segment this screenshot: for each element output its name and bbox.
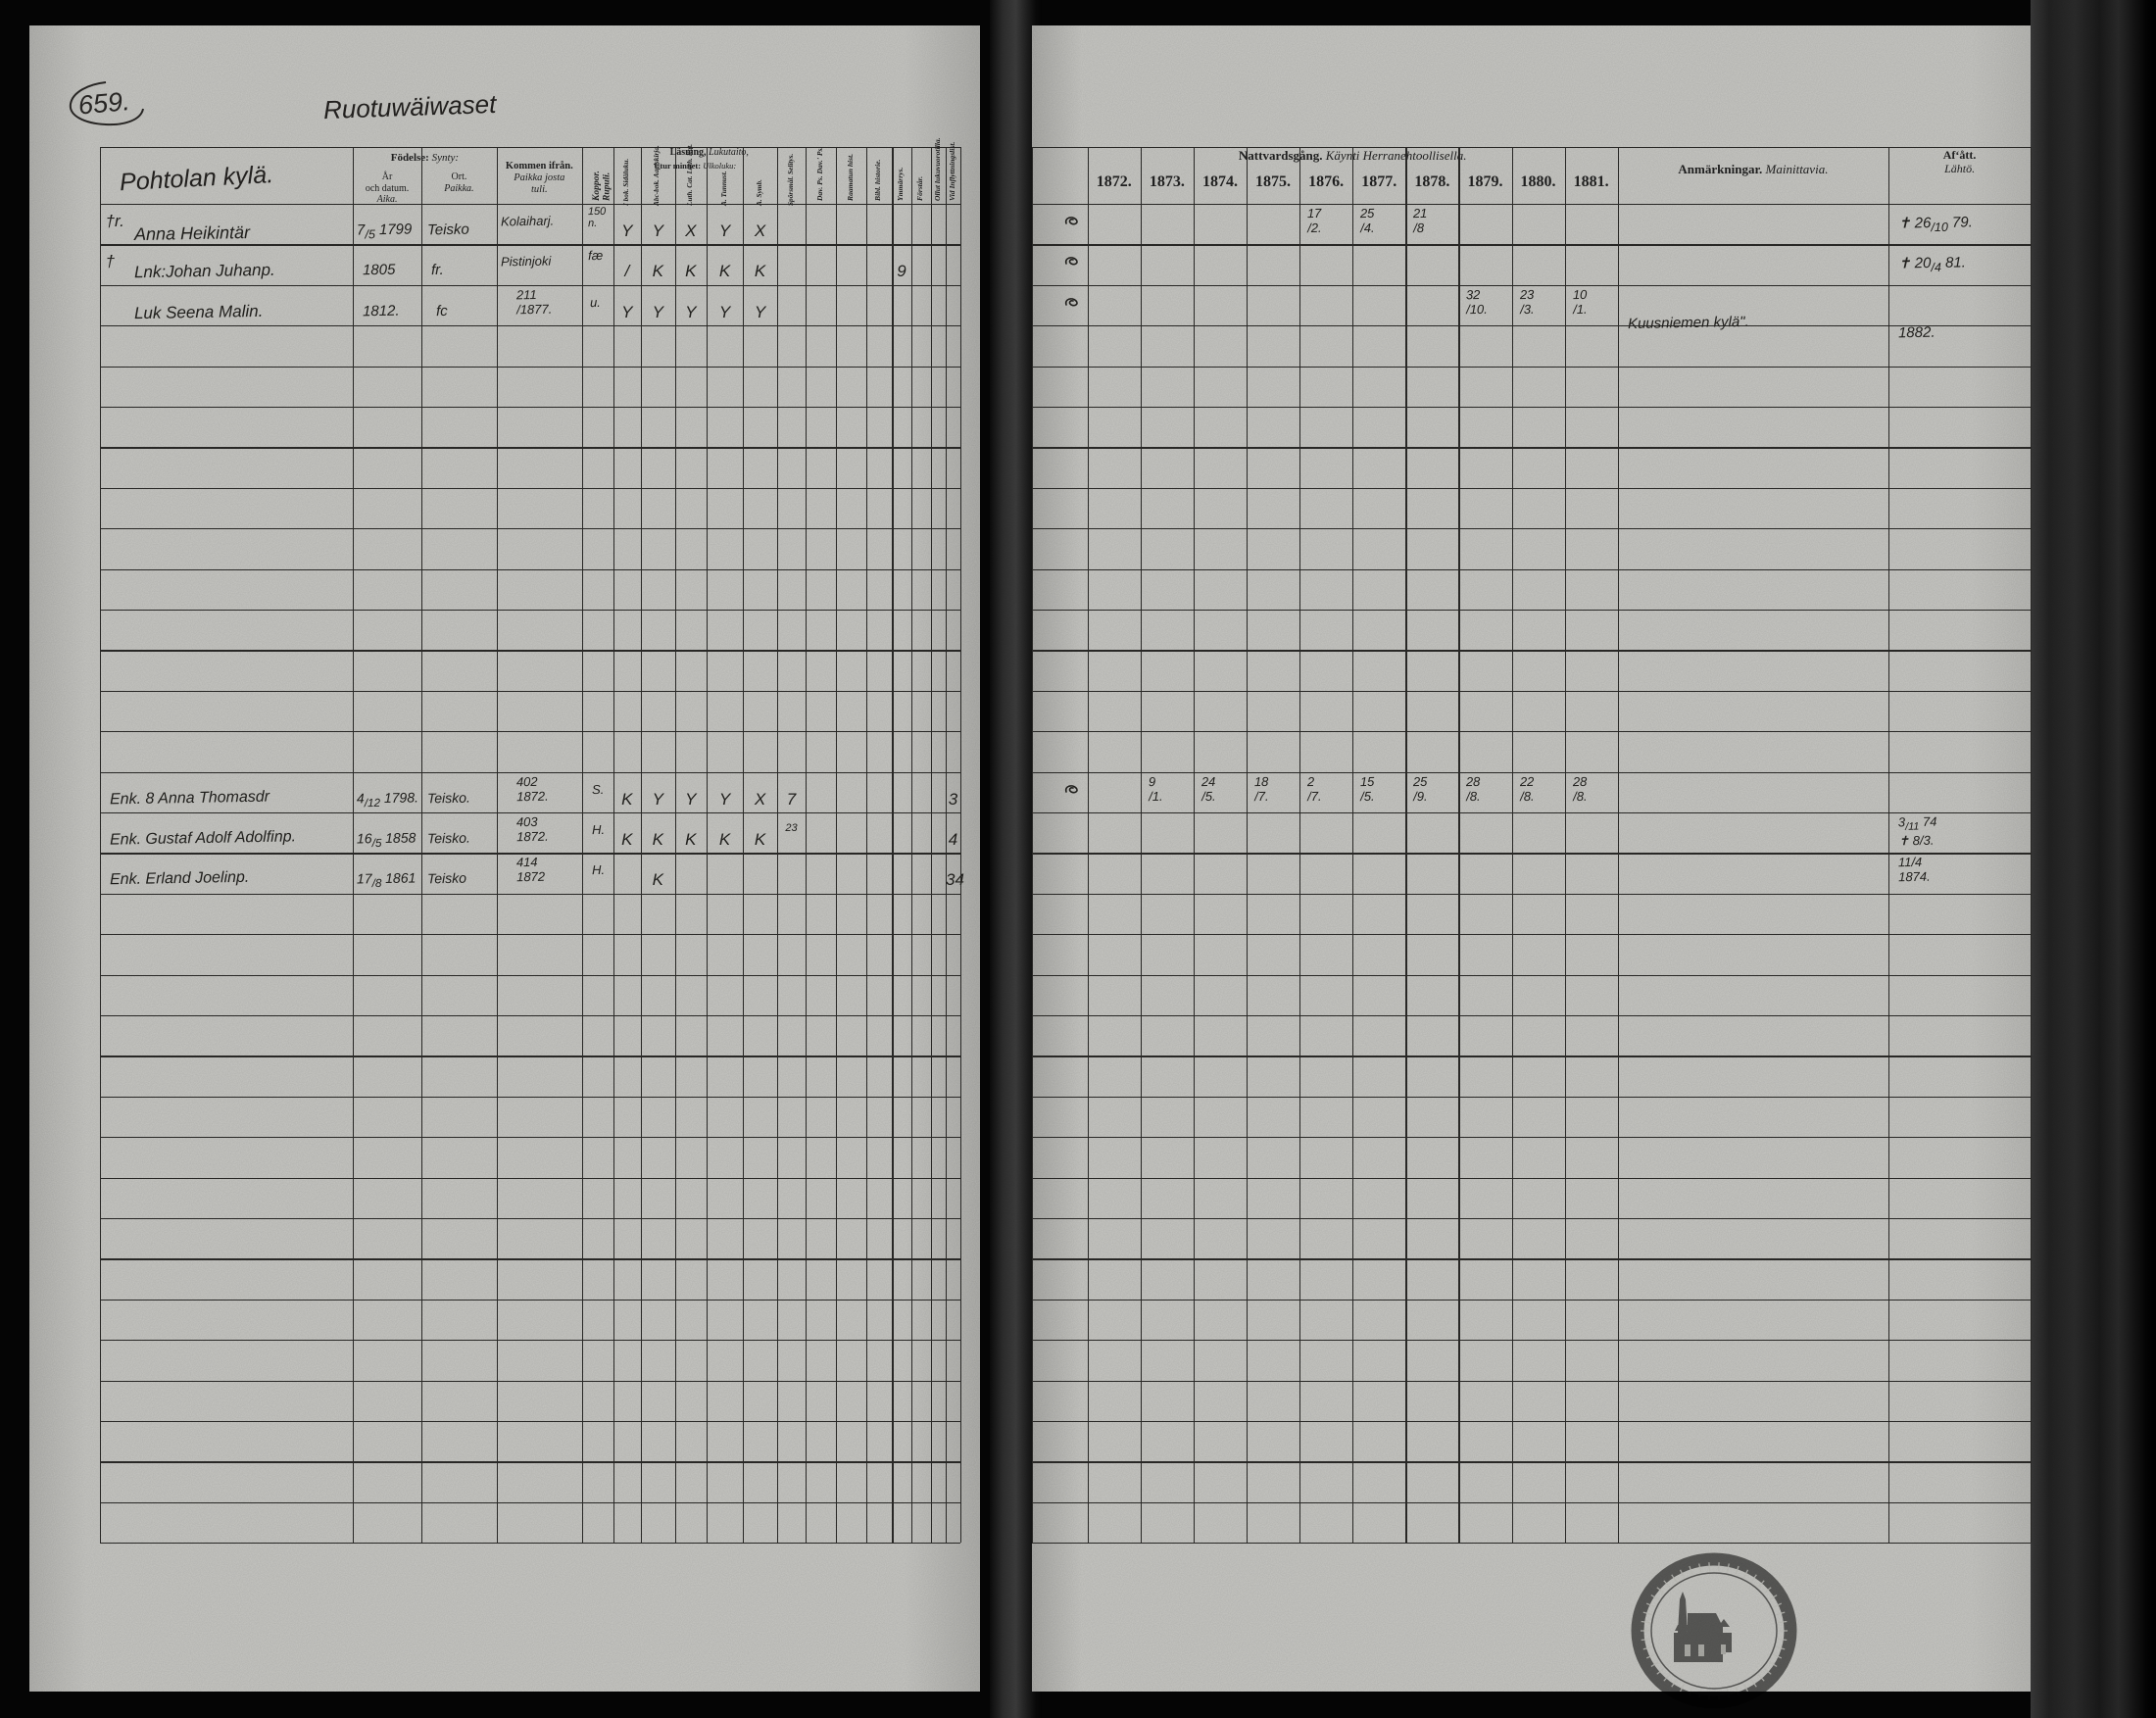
svg-text:659.: 659. — [77, 86, 131, 120]
